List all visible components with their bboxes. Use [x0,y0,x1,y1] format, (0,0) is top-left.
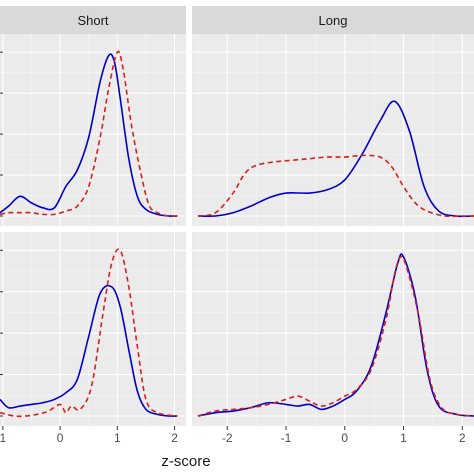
x-tick-label: 1 [400,431,407,445]
density-line-dashed [197,154,474,218]
facet-strip-label: Long [319,13,348,28]
x-tick-label: 0 [341,431,348,445]
density-line-solid [197,253,474,417]
panel-short-row1 [0,34,186,226]
panel-short-row2 [0,232,186,426]
x-axis-title: z-score [161,453,210,470]
density-line-dashed [0,248,178,418]
panel-background [192,232,474,426]
facet-strip-short [0,6,186,34]
x-tick-label: -2 [222,431,233,445]
panel-background [0,34,186,226]
density-line-dashed [197,255,474,417]
x-tick-label: 1 [0,431,7,445]
facet-strip-label: Short [77,13,108,28]
facet-strip-long [192,6,474,34]
x-tick-label: 1 [114,431,121,445]
density-line-solid [0,284,178,417]
x-tick-label: 0 [57,431,64,445]
density-line-solid [0,53,178,217]
x-tick-label: -1 [281,431,292,445]
density-line-solid [197,100,474,218]
panel-background [192,34,474,226]
x-tick-label: 2 [459,431,466,445]
x-tick-label: 2 [171,431,178,445]
panel-background [0,232,186,426]
panel-long-row2 [192,232,474,426]
panel-long-row1 [192,34,474,226]
